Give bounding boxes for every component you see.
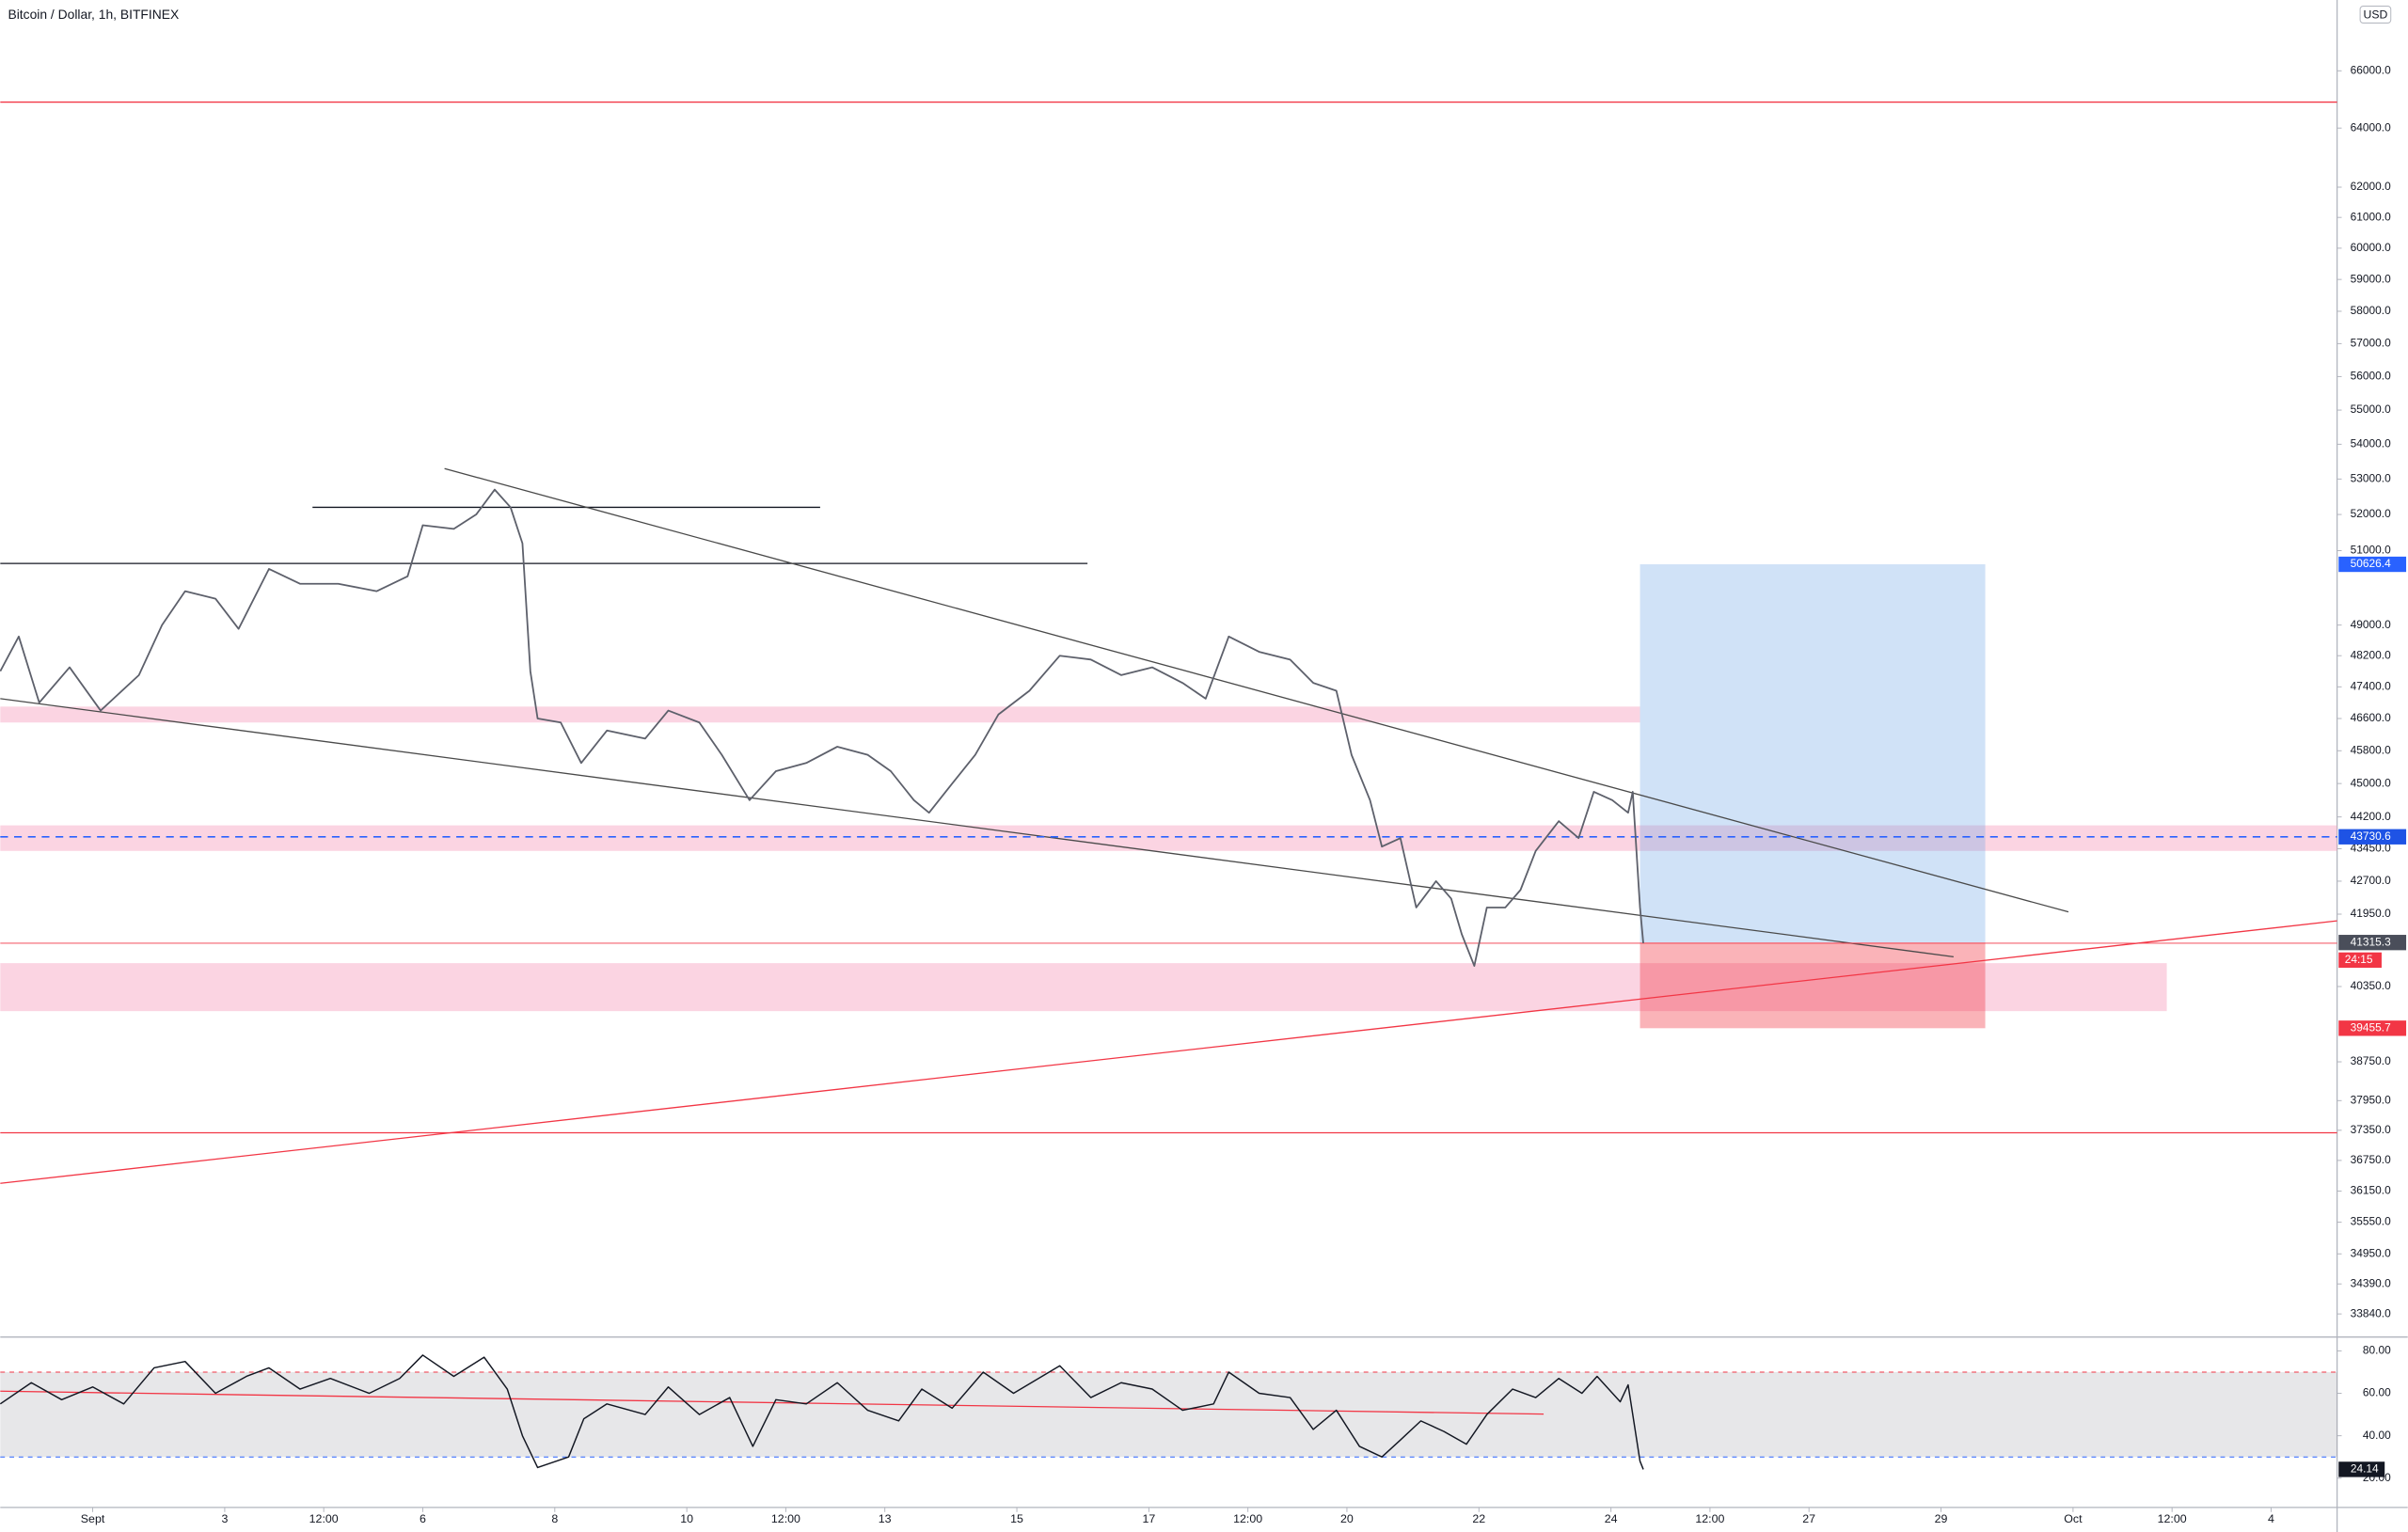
y-tick-label: 45800.0 xyxy=(2351,743,2391,756)
rsi-label: 24.14 xyxy=(2351,1462,2379,1476)
price-label: 39455.7 xyxy=(2351,1020,2391,1034)
y-tick-label: 46600.0 xyxy=(2351,711,2391,724)
y-tick-label: 36750.0 xyxy=(2351,1153,2391,1166)
y-tick-label: 62000.0 xyxy=(2351,180,2391,193)
y-tick-label: 54000.0 xyxy=(2351,437,2391,450)
y-tick-label: 34950.0 xyxy=(2351,1246,2391,1259)
y-tick-label: 60000.0 xyxy=(2351,241,2391,254)
x-tick-label: 12:00 xyxy=(1233,1512,1262,1525)
y-tick-label: 55000.0 xyxy=(2351,403,2391,416)
x-tick-label: 29 xyxy=(1935,1512,1948,1525)
y-tick-label: 41950.0 xyxy=(2351,907,2391,920)
currency-box[interactable] xyxy=(2359,6,2392,24)
y-tick-label: 35550.0 xyxy=(2351,1215,2391,1228)
y-tick-label: 37350.0 xyxy=(2351,1123,2391,1136)
target-area xyxy=(1640,564,1986,943)
zone xyxy=(0,825,2337,851)
y-tick-label: 57000.0 xyxy=(2351,337,2391,350)
rsi-label-box xyxy=(2338,1461,2385,1477)
y-tick-label: 38750.0 xyxy=(2351,1054,2391,1067)
x-tick-label: 12:00 xyxy=(1695,1512,1724,1525)
price-label-box xyxy=(2338,935,2407,951)
y-tick-label: 53000.0 xyxy=(2351,472,2391,485)
x-tick-label: 6 xyxy=(420,1512,426,1525)
price-label-box xyxy=(2338,829,2407,845)
price-line xyxy=(0,488,1644,967)
axes: 66000.0 64000.0 62000.0 61000.0 60000.0 59000… xyxy=(81,63,2407,1525)
y-tick-label: 48200.0 xyxy=(2351,648,2391,661)
x-tick-label: 12:00 xyxy=(771,1512,800,1525)
x-tick-label: 10 xyxy=(680,1512,693,1525)
x-tick-label: 24 xyxy=(1605,1512,1618,1525)
x-tick-label: 12:00 xyxy=(309,1512,339,1525)
y-tick-label: 64000.0 xyxy=(2351,120,2391,134)
y-tick-label: 49000.0 xyxy=(2351,618,2391,631)
y-tick-label: 40350.0 xyxy=(2351,979,2391,992)
drawing-line xyxy=(0,698,1954,958)
x-tick-label: Sept xyxy=(81,1512,105,1525)
x-tick-label: 13 xyxy=(879,1512,892,1525)
drawings xyxy=(0,101,2337,1458)
y-tick-label: 43450.0 xyxy=(2351,842,2391,855)
x-tick-label: Oct xyxy=(2064,1512,2083,1525)
zone xyxy=(0,963,2167,1012)
countdown: 24:15 xyxy=(2345,953,2373,966)
y-tick-label: 47400.0 xyxy=(2351,679,2391,692)
price-label-box xyxy=(2338,1020,2407,1036)
price-label-box xyxy=(2338,556,2407,573)
y-tick-label: 45000.0 xyxy=(2351,776,2391,789)
chart-title: Bitcoin / Dollar, 1h, BITFINEX xyxy=(8,7,179,22)
x-tick-label: 4 xyxy=(2268,1512,2274,1525)
drawing-line xyxy=(444,467,2069,913)
price-label: 50626.4 xyxy=(2351,557,2391,570)
zone xyxy=(0,706,1640,723)
rsi-line xyxy=(0,1354,1644,1470)
x-tick-label: 12:00 xyxy=(2158,1512,2187,1525)
x-tick-label: 8 xyxy=(551,1512,558,1525)
rsi-tick-label: 80.00 xyxy=(2363,1344,2391,1357)
y-tick-label: 56000.0 xyxy=(2351,370,2391,383)
currency[interactable]: USD xyxy=(2363,8,2387,22)
y-tick-label: 58000.0 xyxy=(2351,304,2391,317)
rsi-trend xyxy=(0,1390,1545,1415)
y-tick-label: 42700.0 xyxy=(2351,874,2391,887)
y-tick-label: 61000.0 xyxy=(2351,210,2391,223)
y-tick-label: 51000.0 xyxy=(2351,544,2391,557)
x-tick-label: 17 xyxy=(1143,1512,1156,1525)
rsi-band xyxy=(0,1371,2337,1458)
drawing-line xyxy=(0,920,2337,1184)
y-tick-label: 44200.0 xyxy=(2351,810,2391,823)
y-tick-label: 37950.0 xyxy=(2351,1093,2391,1106)
stop-area xyxy=(1640,942,1986,1029)
y-tick-label: 36150.0 xyxy=(2351,1184,2391,1197)
y-tick-label: 34390.0 xyxy=(2351,1276,2391,1289)
x-tick-label: 20 xyxy=(1340,1512,1354,1525)
rsi-tick-label: 60.00 xyxy=(2363,1386,2391,1399)
x-tick-label: 15 xyxy=(1010,1512,1023,1525)
countdown-box xyxy=(2338,952,2382,969)
series xyxy=(0,488,1644,1470)
rsi-tick-label: 40.00 xyxy=(2363,1429,2391,1442)
y-tick-label: 59000.0 xyxy=(2351,272,2391,285)
y-tick-label: 33840.0 xyxy=(2351,1306,2391,1319)
x-tick-label: 27 xyxy=(1802,1512,1815,1525)
y-tick-label: 66000.0 xyxy=(2351,63,2391,76)
x-tick-label: 3 xyxy=(221,1512,228,1525)
x-tick-label: 22 xyxy=(1472,1512,1485,1525)
y-tick-label: 52000.0 xyxy=(2351,507,2391,520)
price-label: 41315.3 xyxy=(2351,935,2391,948)
price-label: 43730.6 xyxy=(2351,829,2391,843)
